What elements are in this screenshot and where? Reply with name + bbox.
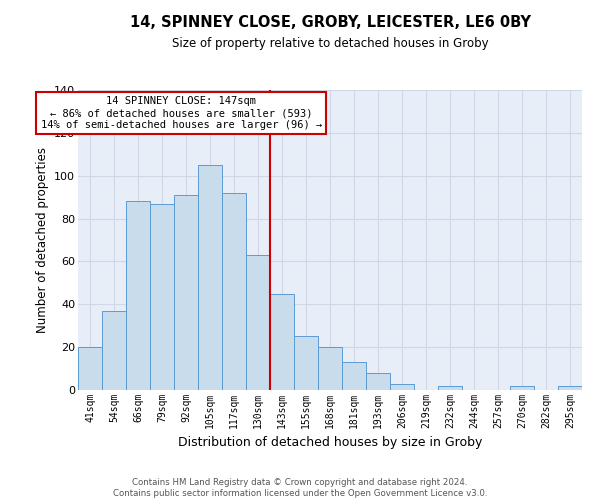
Y-axis label: Number of detached properties: Number of detached properties	[35, 147, 49, 333]
Bar	[558, 386, 582, 390]
Bar	[102, 310, 126, 390]
Text: 14 SPINNEY CLOSE: 147sqm
← 86% of detached houses are smaller (593)
14% of semi-: 14 SPINNEY CLOSE: 147sqm ← 86% of detach…	[41, 96, 322, 130]
Bar	[318, 347, 342, 390]
Bar	[150, 204, 174, 390]
Bar	[390, 384, 414, 390]
Bar	[222, 193, 246, 390]
Bar	[438, 386, 462, 390]
Bar	[270, 294, 294, 390]
Bar	[342, 362, 366, 390]
Bar	[174, 195, 198, 390]
Bar	[198, 165, 222, 390]
Bar	[246, 255, 270, 390]
Bar	[78, 347, 102, 390]
Text: Size of property relative to detached houses in Groby: Size of property relative to detached ho…	[172, 38, 488, 51]
Bar	[294, 336, 318, 390]
Text: Contains HM Land Registry data © Crown copyright and database right 2024.
Contai: Contains HM Land Registry data © Crown c…	[113, 478, 487, 498]
Bar	[366, 373, 390, 390]
Bar	[126, 202, 150, 390]
Text: 14, SPINNEY CLOSE, GROBY, LEICESTER, LE6 0BY: 14, SPINNEY CLOSE, GROBY, LEICESTER, LE6…	[130, 15, 530, 30]
Bar	[510, 386, 534, 390]
X-axis label: Distribution of detached houses by size in Groby: Distribution of detached houses by size …	[178, 436, 482, 450]
